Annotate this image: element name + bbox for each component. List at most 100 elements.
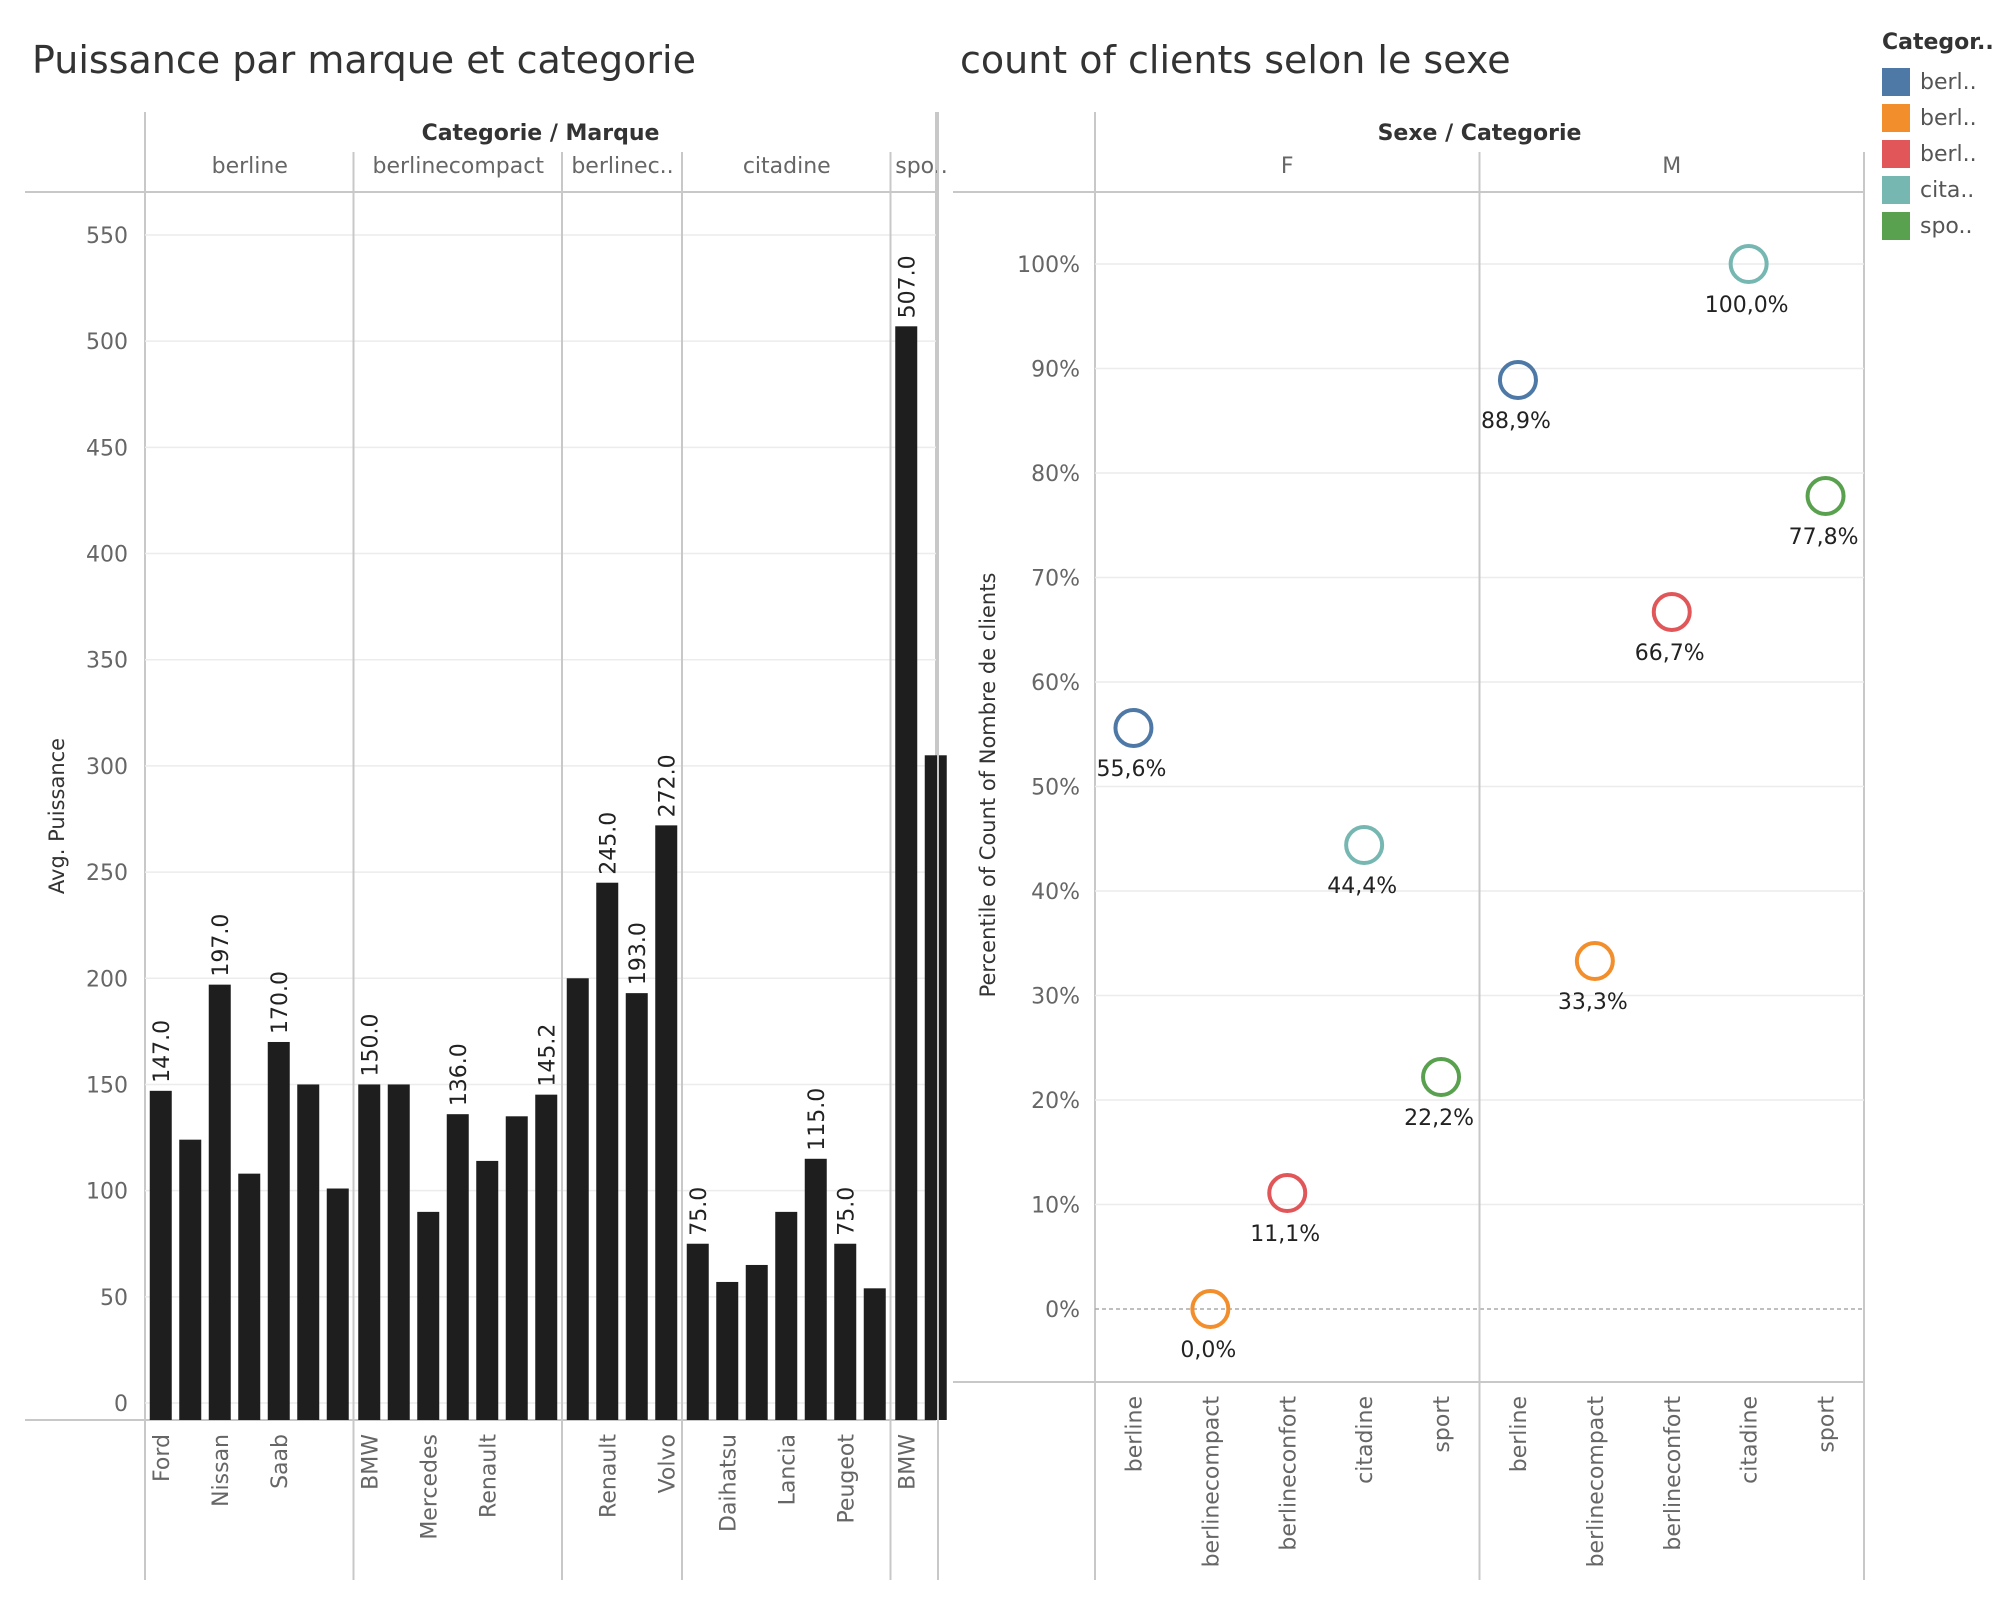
data-label: 145.2 [535, 1024, 560, 1087]
bar [655, 825, 678, 1420]
legend-item[interactable]: berl.. [1882, 137, 2000, 171]
x-tick-label: citadine [1353, 1396, 1378, 1484]
data-point [1267, 1173, 1308, 1214]
data-point [1190, 1289, 1231, 1329]
x-tick-label: berlineconfort [1661, 1396, 1686, 1551]
y-tick-label: 100 [86, 1180, 128, 1205]
legend-swatch [1882, 176, 1910, 204]
group-header: berlinecompact [373, 154, 545, 179]
legend-item[interactable]: cita.. [1882, 173, 2000, 207]
y-tick-label: 50 [100, 1286, 128, 1311]
legend-swatch [1882, 140, 1910, 168]
data-label: 170.0 [268, 971, 293, 1034]
legend-item[interactable]: spo.. [1882, 209, 2000, 243]
legend-label: spo.. [1920, 213, 1973, 239]
data-point [1421, 1057, 1462, 1098]
bar [566, 978, 589, 1420]
y-tick-label: 30% [1031, 985, 1080, 1010]
x-tick-label: berlineconfort [1276, 1396, 1301, 1551]
x-tick-label: berline [1122, 1396, 1147, 1472]
data-label: 150.0 [358, 1013, 383, 1076]
x-tick-label: BMW [895, 1434, 920, 1490]
legend-item[interactable]: berl.. [1882, 101, 2000, 135]
y-tick-label: 0% [1045, 1298, 1080, 1323]
legend-swatch [1882, 104, 1910, 132]
y-tick-label: 0 [114, 1392, 128, 1417]
data-label: 147.0 [150, 1020, 175, 1083]
data-label: 11,1% [1250, 1222, 1320, 1247]
legend-label: berl.. [1920, 105, 1977, 131]
x-tick-label: Nissan [209, 1434, 234, 1507]
x-tick-label: sport [1430, 1396, 1455, 1453]
data-label: 0,0% [1180, 1338, 1236, 1363]
y-tick-label: 100% [1017, 253, 1080, 278]
data-label: 75.0 [834, 1187, 859, 1236]
data-label: 33,3% [1558, 990, 1628, 1015]
legend-title: Categor.. [1882, 30, 1994, 55]
bar [476, 1160, 499, 1420]
data-label: 100,0% [1705, 293, 1789, 318]
y-tick-label: 20% [1031, 1089, 1080, 1114]
y-tick-label: 350 [86, 649, 128, 674]
y-tick-label: 550 [86, 224, 128, 249]
bar [895, 326, 918, 1420]
y-tick-label: 150 [86, 1073, 128, 1098]
y-tick-label: 450 [86, 436, 128, 461]
bar [863, 1288, 886, 1420]
bar [387, 1084, 410, 1420]
data-label: 66,7% [1635, 641, 1705, 666]
x-tick-label: citadine [1738, 1396, 1763, 1484]
x-tick-label: sport [1815, 1396, 1840, 1453]
data-label: 136.0 [447, 1043, 472, 1106]
bar [596, 882, 619, 1420]
data-label: 44,4% [1327, 874, 1397, 899]
y-tick-label: 500 [86, 330, 128, 355]
data-point [1805, 475, 1846, 516]
data-label: 193.0 [626, 922, 651, 985]
y-tick-label: 200 [86, 967, 128, 992]
y-tick-label: 90% [1031, 358, 1080, 383]
bar [625, 993, 648, 1420]
data-point [1651, 591, 1692, 632]
bar [267, 1041, 290, 1420]
bar [208, 984, 231, 1420]
bar [297, 1084, 320, 1420]
data-label: 22,2% [1404, 1106, 1474, 1131]
bar [238, 1173, 261, 1420]
panel-label: M [1662, 154, 1681, 179]
group-header: citadine [743, 154, 831, 179]
legend-swatch [1882, 212, 1910, 240]
bar [716, 1281, 739, 1420]
data-label: 245.0 [596, 812, 621, 875]
group-header: berlinec.. [571, 154, 673, 179]
bar [804, 1158, 827, 1420]
x-tick-label: Mercedes [417, 1434, 442, 1540]
x-tick-label: Saab [268, 1434, 293, 1489]
y-tick-label: 60% [1031, 671, 1080, 696]
y-tick-label: 10% [1031, 1194, 1080, 1219]
x-tick-label: berlinecompact [1199, 1396, 1224, 1568]
data-point [1574, 941, 1615, 982]
data-label: 75.0 [687, 1187, 712, 1236]
bar [358, 1084, 381, 1420]
panel-label: F [1281, 154, 1294, 179]
x-tick-label: Renault [596, 1434, 621, 1518]
y-axis-title: Avg. Puissance [45, 738, 69, 894]
data-label: 272.0 [655, 754, 680, 817]
data-point [1344, 825, 1385, 866]
legend: Categor.. berl.. berl.. berl.. cita.. sp… [1882, 30, 2000, 245]
y-tick-label: 400 [86, 543, 128, 568]
data-label: 77,8% [1789, 525, 1859, 550]
data-label: 55,6% [1097, 757, 1167, 782]
panel-header: Categorie / Marque [422, 121, 660, 146]
bar [745, 1264, 768, 1420]
y-axis-title: Percentile of Count of Nombre de clients [976, 573, 1000, 998]
legend-item[interactable]: berl.. [1882, 65, 2000, 99]
bar [326, 1188, 349, 1420]
bar [149, 1090, 172, 1420]
x-tick-label: berline [1507, 1396, 1532, 1472]
panel-header: Sexe / Categorie [1378, 121, 1582, 146]
y-tick-label: 40% [1031, 880, 1080, 905]
legend-label: berl.. [1920, 69, 1977, 95]
